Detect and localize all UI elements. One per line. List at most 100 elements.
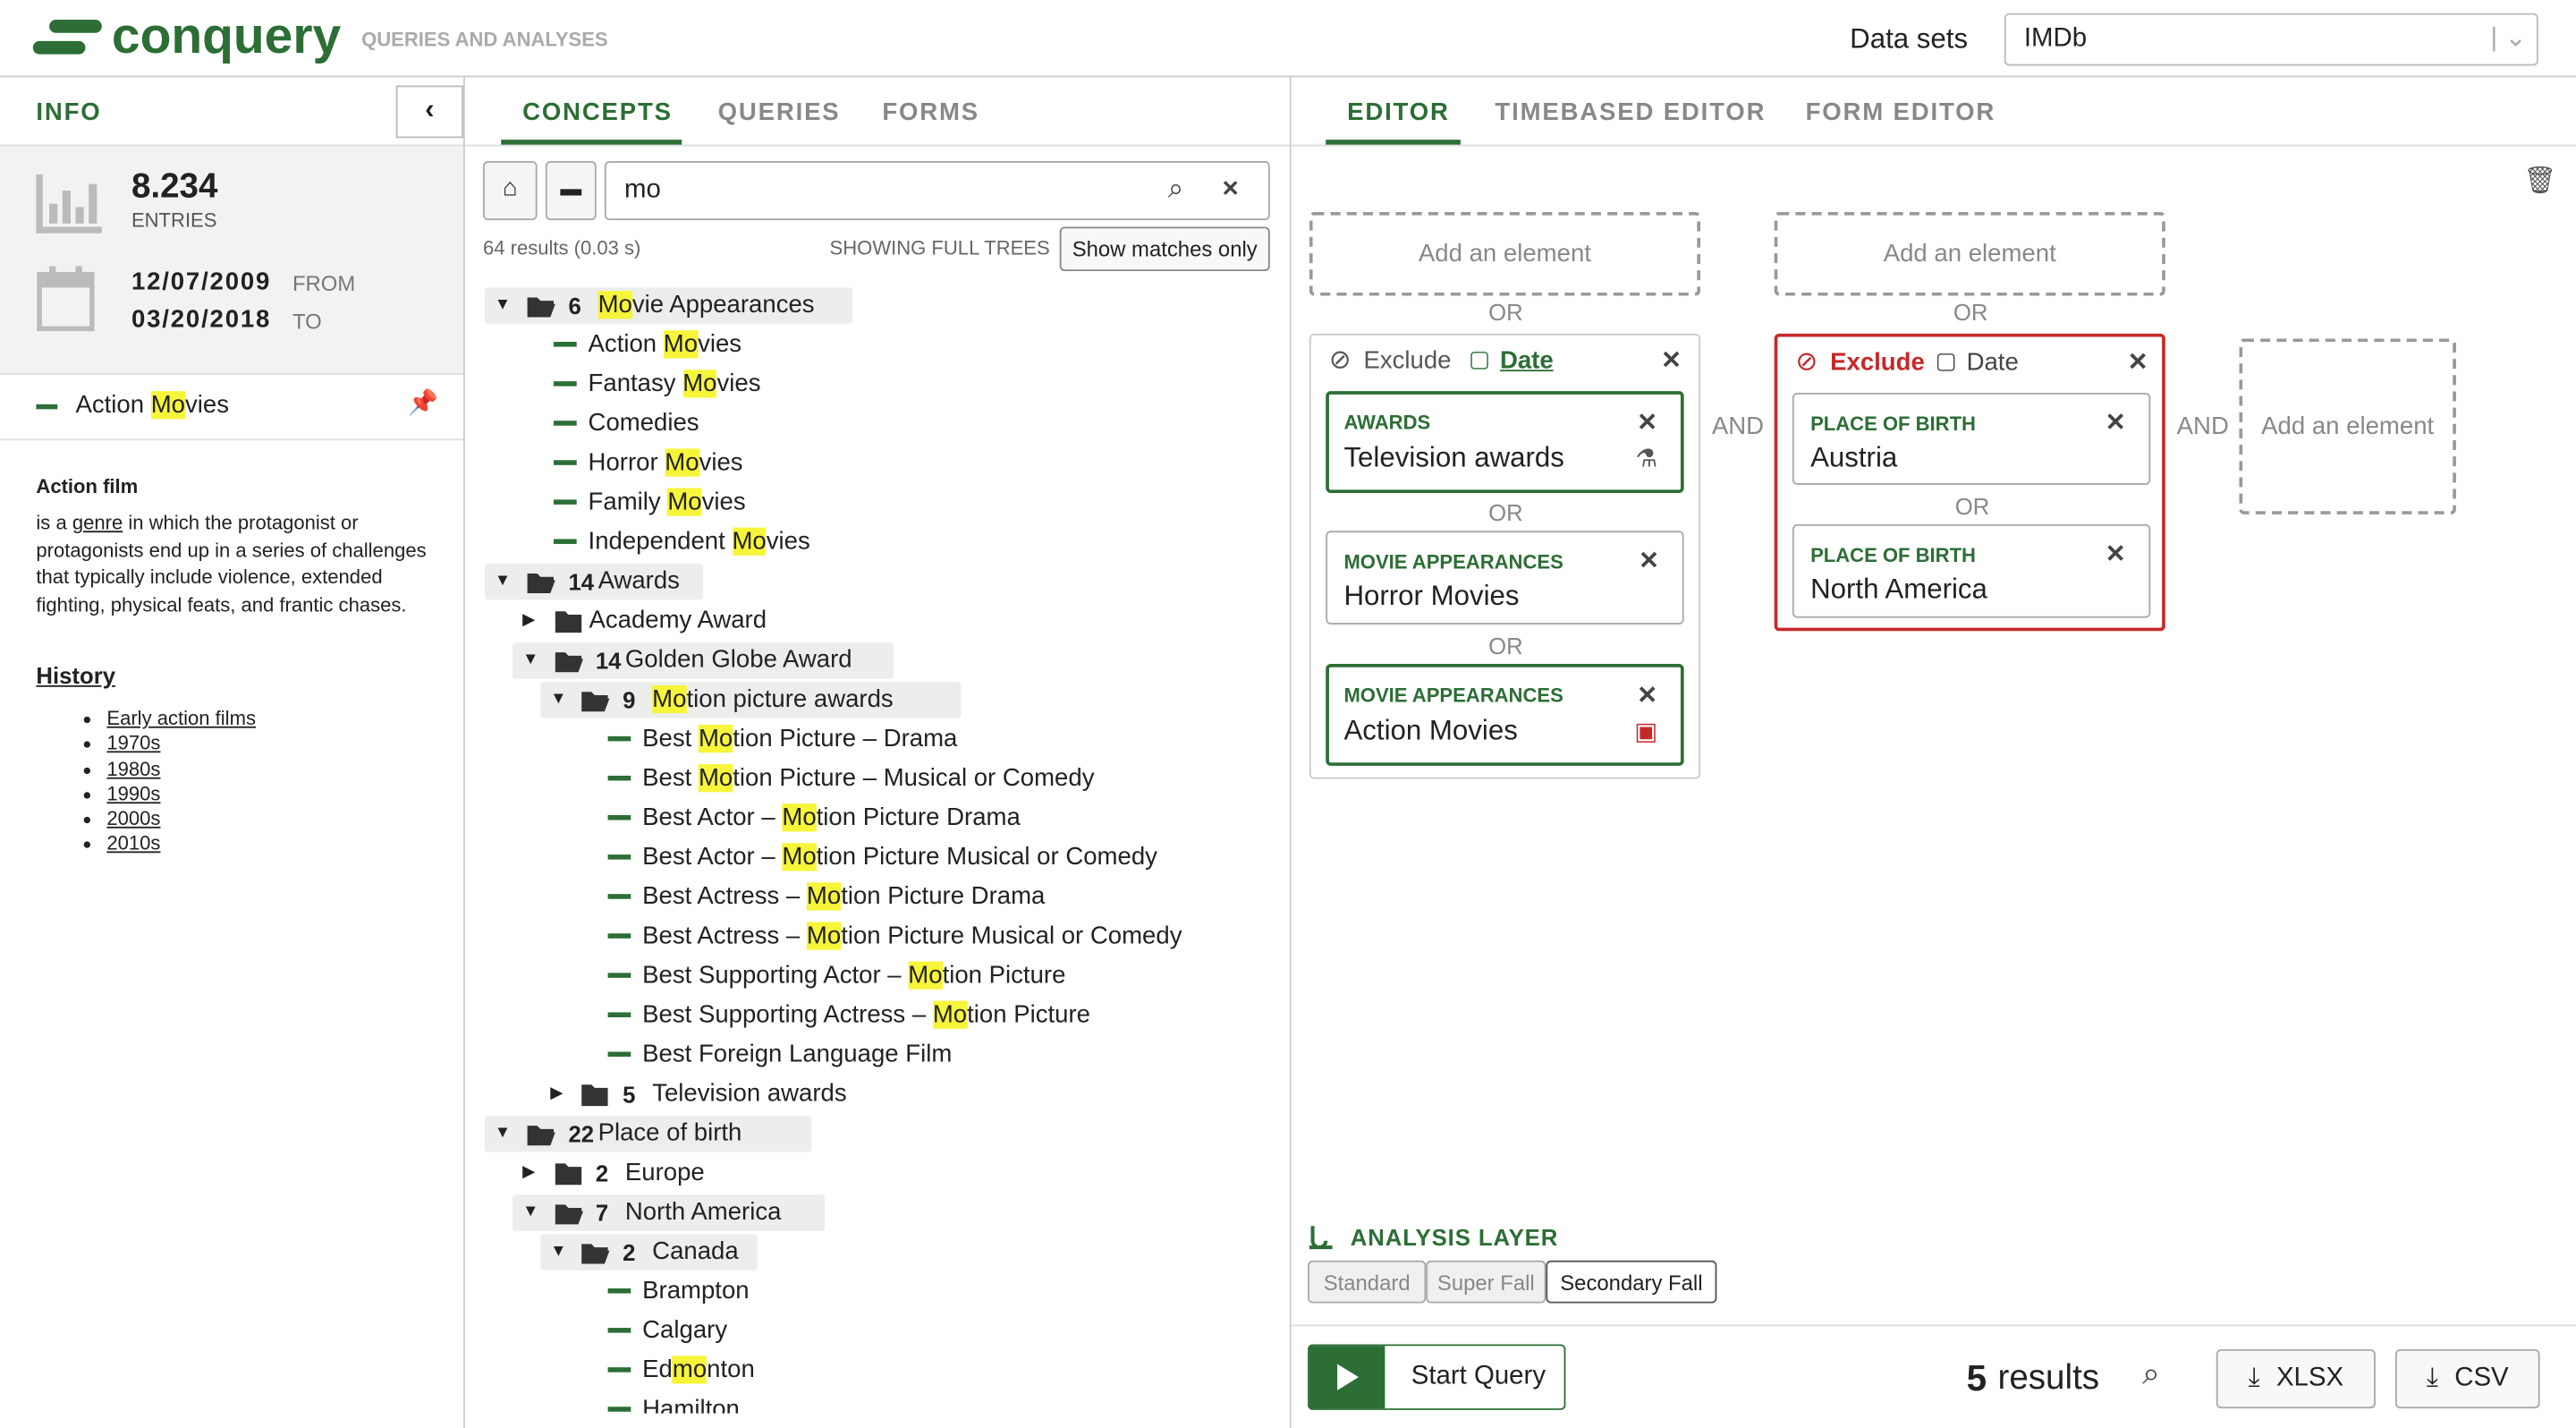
query-element[interactable]: AWARDS Television awards ✕ ⚗ [1326,391,1684,494]
search-icon[interactable]: ⌕ [1167,172,1184,204]
remove-element[interactable]: ✕ [1637,682,1658,710]
node-label[interactable]: Europe [624,1158,705,1187]
history-link[interactable]: 1970s [106,731,161,755]
node-label[interactable]: Independent Movies [588,527,810,556]
node-label[interactable]: Brampton [642,1277,750,1305]
node-label[interactable]: Hamilton [642,1395,740,1414]
tree-caret[interactable]: ▼ [550,690,567,709]
result-count: 5 [1966,1357,1987,1399]
node-label[interactable]: North America [624,1197,782,1227]
start-query-button[interactable]: Start Query [1308,1344,1566,1410]
exclude-icon[interactable]: ⊘ [1795,348,1818,377]
trash-icon[interactable]: 🗑 [2523,167,2557,196]
tree-caret[interactable]: ▼ [494,1124,512,1143]
layer-button[interactable]: Standard [1308,1260,1427,1304]
tree-caret[interactable]: ▶ [550,1084,564,1103]
node-label[interactable]: Golden Globe Award [624,645,852,675]
history-link[interactable]: 2000s [106,807,161,830]
remove-group[interactable]: ✕ [1660,346,1682,375]
exclude-toggle[interactable]: Exclude [1363,346,1452,375]
xlsx-button[interactable]: ⤓ XLSX [2216,1348,2376,1409]
layer-button[interactable]: Secondary Fall [1546,1260,1717,1304]
add-element[interactable]: Add an element [2239,338,2456,514]
clear-icon[interactable]: × [1222,172,1239,204]
home-button[interactable]: ⌂ [483,161,538,221]
remove-group[interactable]: ✕ [2127,348,2148,377]
info-tab[interactable]: INFO [36,98,102,127]
collapse-button[interactable]: ‹ [395,85,463,139]
tab[interactable]: QUERIES [717,98,841,127]
layer-button[interactable]: Super Fall [1426,1260,1546,1304]
query-element[interactable]: MOVIE APPEARANCES Horror Movies ✕ [1326,531,1684,625]
add-element[interactable]: Add an element [1309,211,1701,296]
node-label[interactable]: Best Supporting Actress – Motion Picture [642,1000,1090,1029]
node-label[interactable]: Fantasy Movies [588,370,761,398]
add-element[interactable]: Add an element [1774,211,2165,296]
folder-icon [553,1194,583,1230]
leaf-icon [607,815,631,820]
csv-button[interactable]: ⤓ CSV [2394,1348,2540,1409]
node-label[interactable]: Awards [597,566,680,595]
remove-element[interactable]: ✕ [2105,540,2126,569]
history-link[interactable]: 2010s [106,832,161,855]
exclude-icon[interactable]: ⊘ [1328,346,1352,375]
node-label[interactable]: Edmonton [642,1356,755,1384]
node-label[interactable]: Best Motion Picture – Musical or Comedy [642,764,1095,793]
query-element[interactable]: PLACE OF BIRTH Austria ✕ [1792,392,2151,485]
search-input[interactable]: mo ⌕ × [604,161,1270,221]
node-label[interactable]: Academy Award [589,606,767,634]
node-label[interactable]: Motion picture awards [652,684,894,714]
node-label[interactable]: Best Actor – Motion Picture Musical or C… [642,843,1157,871]
node-label[interactable]: Best Supporting Actor – Motion Picture [642,961,1066,990]
tree-caret[interactable]: ▼ [494,295,512,314]
folder-button[interactable]: ▬ [545,161,597,221]
dataset-select[interactable]: IMDb | ⌄ [2004,13,2538,66]
node-label[interactable]: Best Actor – Motion Picture Drama [642,803,1021,832]
history-link[interactable]: 1990s [106,782,161,805]
node-label[interactable]: Movie Appearances [597,291,815,319]
node-label[interactable]: Best Foreign Language Film [642,1040,953,1068]
tree-caret[interactable]: ▶ [522,1163,536,1182]
tab[interactable]: EDITOR [1347,98,1450,127]
history-link[interactable]: Early action films [106,706,256,730]
leaf-icon [553,421,577,426]
node-label[interactable]: Best Actress – Motion Picture Drama [642,882,1046,911]
leaf-icon [553,499,577,505]
remove-element[interactable]: ✕ [1638,547,1660,575]
folder-row-bg [484,564,703,600]
node-label[interactable]: Family Movies [588,488,746,516]
tree-caret[interactable]: ▼ [550,1242,567,1261]
remove-element[interactable]: ✕ [2105,409,2126,438]
tree-caret[interactable]: ▶ [522,611,536,630]
node-label[interactable]: Place of birth [597,1118,742,1148]
node-label[interactable]: Canada [652,1237,739,1266]
exclude-toggle[interactable]: Exclude [1830,348,1925,377]
search-results-icon[interactable]: ⌕ [2142,1357,2160,1392]
node-label[interactable]: Best Actress – Motion Picture Musical or… [642,922,1182,950]
pin-icon[interactable]: 📌 [407,389,438,418]
selected-row[interactable]: Action Movies 📌 [0,372,463,441]
link[interactable]: genre [72,511,123,534]
node-label[interactable]: Action Movies [588,330,742,359]
tab[interactable]: FORM EDITOR [1805,98,1996,127]
node-label[interactable]: Best Motion Picture – Drama [642,725,958,753]
query-element[interactable]: PLACE OF BIRTH North America ✕ [1792,523,2151,618]
node-label[interactable]: Horror Movies [588,448,743,477]
remove-element[interactable]: ✕ [1637,409,1658,438]
query-element[interactable]: MOVIE APPEARANCES Action Movies ✕ ▣ [1326,664,1684,766]
tree-caret[interactable]: ▼ [494,572,512,591]
match-highlight: Mo [682,370,717,398]
history-link[interactable]: 1980s [106,756,161,780]
tab[interactable]: TIMEBASED EDITOR [1495,98,1767,127]
play-box [1309,1346,1385,1409]
node-label[interactable]: Calgary [642,1316,728,1345]
tree-caret[interactable]: ▼ [522,1203,539,1221]
tree-caret[interactable]: ▼ [522,650,539,669]
show-matches-button[interactable]: Show matches only [1059,226,1270,272]
tab[interactable]: CONCEPTS [522,98,673,127]
date-toggle[interactable]: Date [1966,348,2019,377]
node-label[interactable]: Television awards [652,1079,847,1108]
node-label[interactable]: Comedies [588,409,699,438]
tab[interactable]: FORMS [882,98,980,127]
date-toggle[interactable]: Date [1499,346,1554,375]
